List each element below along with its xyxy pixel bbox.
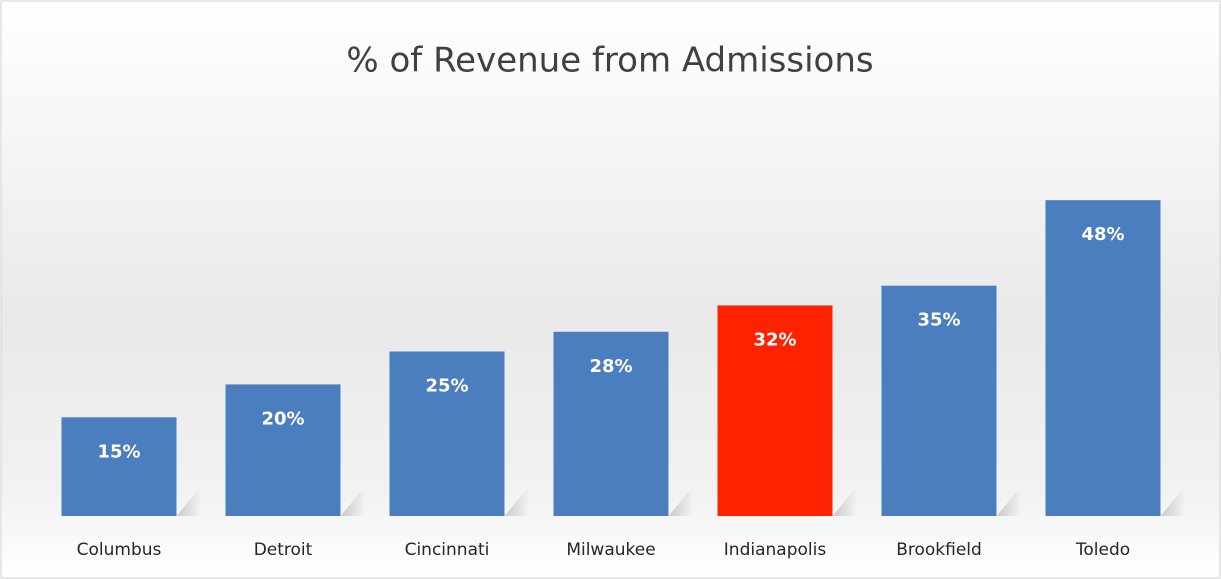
bar xyxy=(1045,200,1161,516)
bar xyxy=(717,305,833,516)
x-tick-label: Brookfield xyxy=(896,540,982,560)
value-label: 32% xyxy=(753,329,796,350)
x-tick-label: Milwaukee xyxy=(566,540,655,560)
bar-shadow xyxy=(996,486,1022,516)
value-label: 35% xyxy=(917,310,960,331)
chart-title: % of Revenue from Admissions xyxy=(346,41,873,81)
bar xyxy=(61,417,177,516)
x-tick-label: Indianapolis xyxy=(724,540,827,560)
x-tick-label: Columbus xyxy=(77,540,162,560)
bar-shadow xyxy=(832,486,858,516)
bar-shadow xyxy=(668,486,694,516)
value-label: 48% xyxy=(1081,224,1124,245)
bar xyxy=(881,285,997,516)
value-label: 20% xyxy=(261,408,304,429)
bar-shadow xyxy=(176,486,202,516)
bar xyxy=(225,384,341,516)
bar-shadow xyxy=(504,486,530,516)
value-label: 25% xyxy=(425,376,468,397)
bar xyxy=(553,331,669,516)
x-tick-label: Cincinnati xyxy=(405,540,490,560)
value-label: 15% xyxy=(97,441,140,462)
bar-shadow xyxy=(340,486,366,516)
bar xyxy=(389,351,505,516)
bar-shadow xyxy=(1160,486,1186,516)
x-tick-label: Toledo xyxy=(1075,540,1130,560)
value-label: 28% xyxy=(589,356,632,377)
x-tick-label: Detroit xyxy=(254,540,313,560)
